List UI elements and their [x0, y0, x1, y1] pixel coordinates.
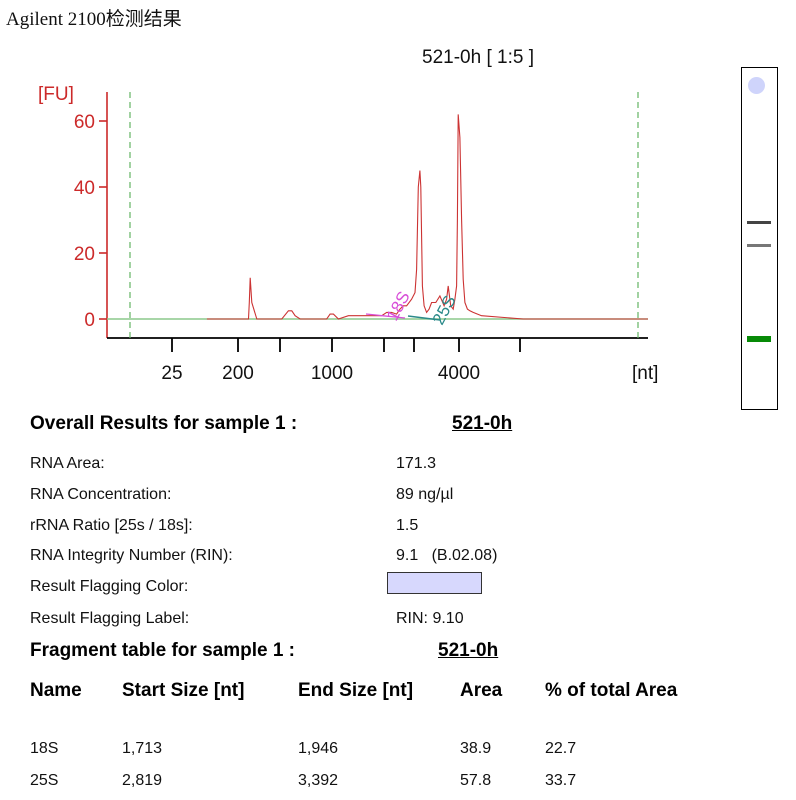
gel-well: [748, 77, 765, 94]
y-axis-label: [FU]: [38, 84, 74, 105]
overall-sample-name: 521-0h: [452, 413, 513, 434]
column-header-start-size: Start Size [nt]: [122, 680, 245, 701]
fragment-cell-area: 38.9: [460, 740, 492, 757]
page-title: Agilent 2100检测结果: [6, 9, 182, 30]
rna-concentration-label: RNA Concentration:: [30, 486, 172, 503]
y-tick-label: 40: [74, 178, 95, 199]
x-tick-label: 200: [222, 363, 254, 384]
rna-area-value: 171.3: [396, 455, 437, 472]
column-header-name: Name: [30, 680, 82, 701]
column-header-percent-area: % of total Area: [545, 680, 678, 701]
gel-band-marker: [747, 336, 771, 342]
electropherogram-trace: [206, 114, 648, 320]
fragment-table-title: Fragment table for sample 1 :: [30, 640, 296, 661]
gel-band-18s: [747, 244, 771, 247]
rrna-ratio-value: 1.5: [396, 517, 419, 534]
rin-label: RNA Integrity Number (RIN):: [30, 547, 233, 564]
x-tick-label: 1000: [311, 363, 353, 384]
rna-concentration-value: 89 ng/µl: [396, 486, 454, 503]
fragment-cell-percent: 22.7: [545, 740, 577, 757]
fragment-table-heading: Fragment table for sample 1 : 521-0h: [30, 640, 498, 662]
rrna-ratio-label: rRNA Ratio [25s / 18s]:: [30, 517, 193, 534]
chart-title: 521-0h [ 1:5 ]: [422, 47, 534, 68]
overall-results-title: Overall Results for sample 1 :: [30, 413, 298, 434]
fragment-cell-start: 1,713: [122, 740, 163, 757]
peak-25s-baseline: [407, 315, 441, 321]
x-tick-label: 25: [161, 363, 182, 384]
fragment-cell-name: 18S: [30, 740, 59, 757]
fragment-cell-name: 25S: [30, 772, 59, 789]
x-tick-label: 4000: [438, 363, 480, 384]
electropherogram-chart: 521-0h [ 1:5 ] [FU] [nt] 0 20 40 60 25 200 100…: [38, 47, 658, 384]
column-header-end-size: End Size [nt]: [298, 680, 414, 701]
x-axis-label: [nt]: [632, 363, 658, 384]
flag-color-label: Result Flagging Color:: [30, 578, 189, 595]
column-header-area: Area: [460, 680, 503, 701]
flag-label-label: Result Flagging Label:: [30, 610, 190, 627]
flag-color-swatch: [387, 572, 482, 594]
gel-band-25s: [747, 221, 771, 224]
gel-lane: [741, 67, 778, 410]
y-tick-label: 20: [74, 244, 95, 265]
fragment-cell-area: 57.8: [460, 772, 492, 789]
rin-value: 9.1 (B.02.08): [396, 547, 498, 564]
fragment-cell-start: 2,819: [122, 772, 163, 789]
overall-results-heading: Overall Results for sample 1 : 521-0h: [30, 413, 512, 435]
y-tick-label: 0: [84, 310, 95, 331]
rna-area-label: RNA Area:: [30, 455, 105, 472]
fragment-cell-end: 3,392: [298, 772, 339, 789]
fragment-sample-name: 521-0h: [438, 640, 499, 661]
fragment-cell-percent: 33.7: [545, 772, 577, 789]
y-tick-label: 60: [74, 112, 95, 133]
peak-18s-baseline: [365, 313, 406, 319]
flag-label-value: RIN: 9.10: [396, 610, 464, 627]
fragment-cell-end: 1,946: [298, 740, 339, 757]
